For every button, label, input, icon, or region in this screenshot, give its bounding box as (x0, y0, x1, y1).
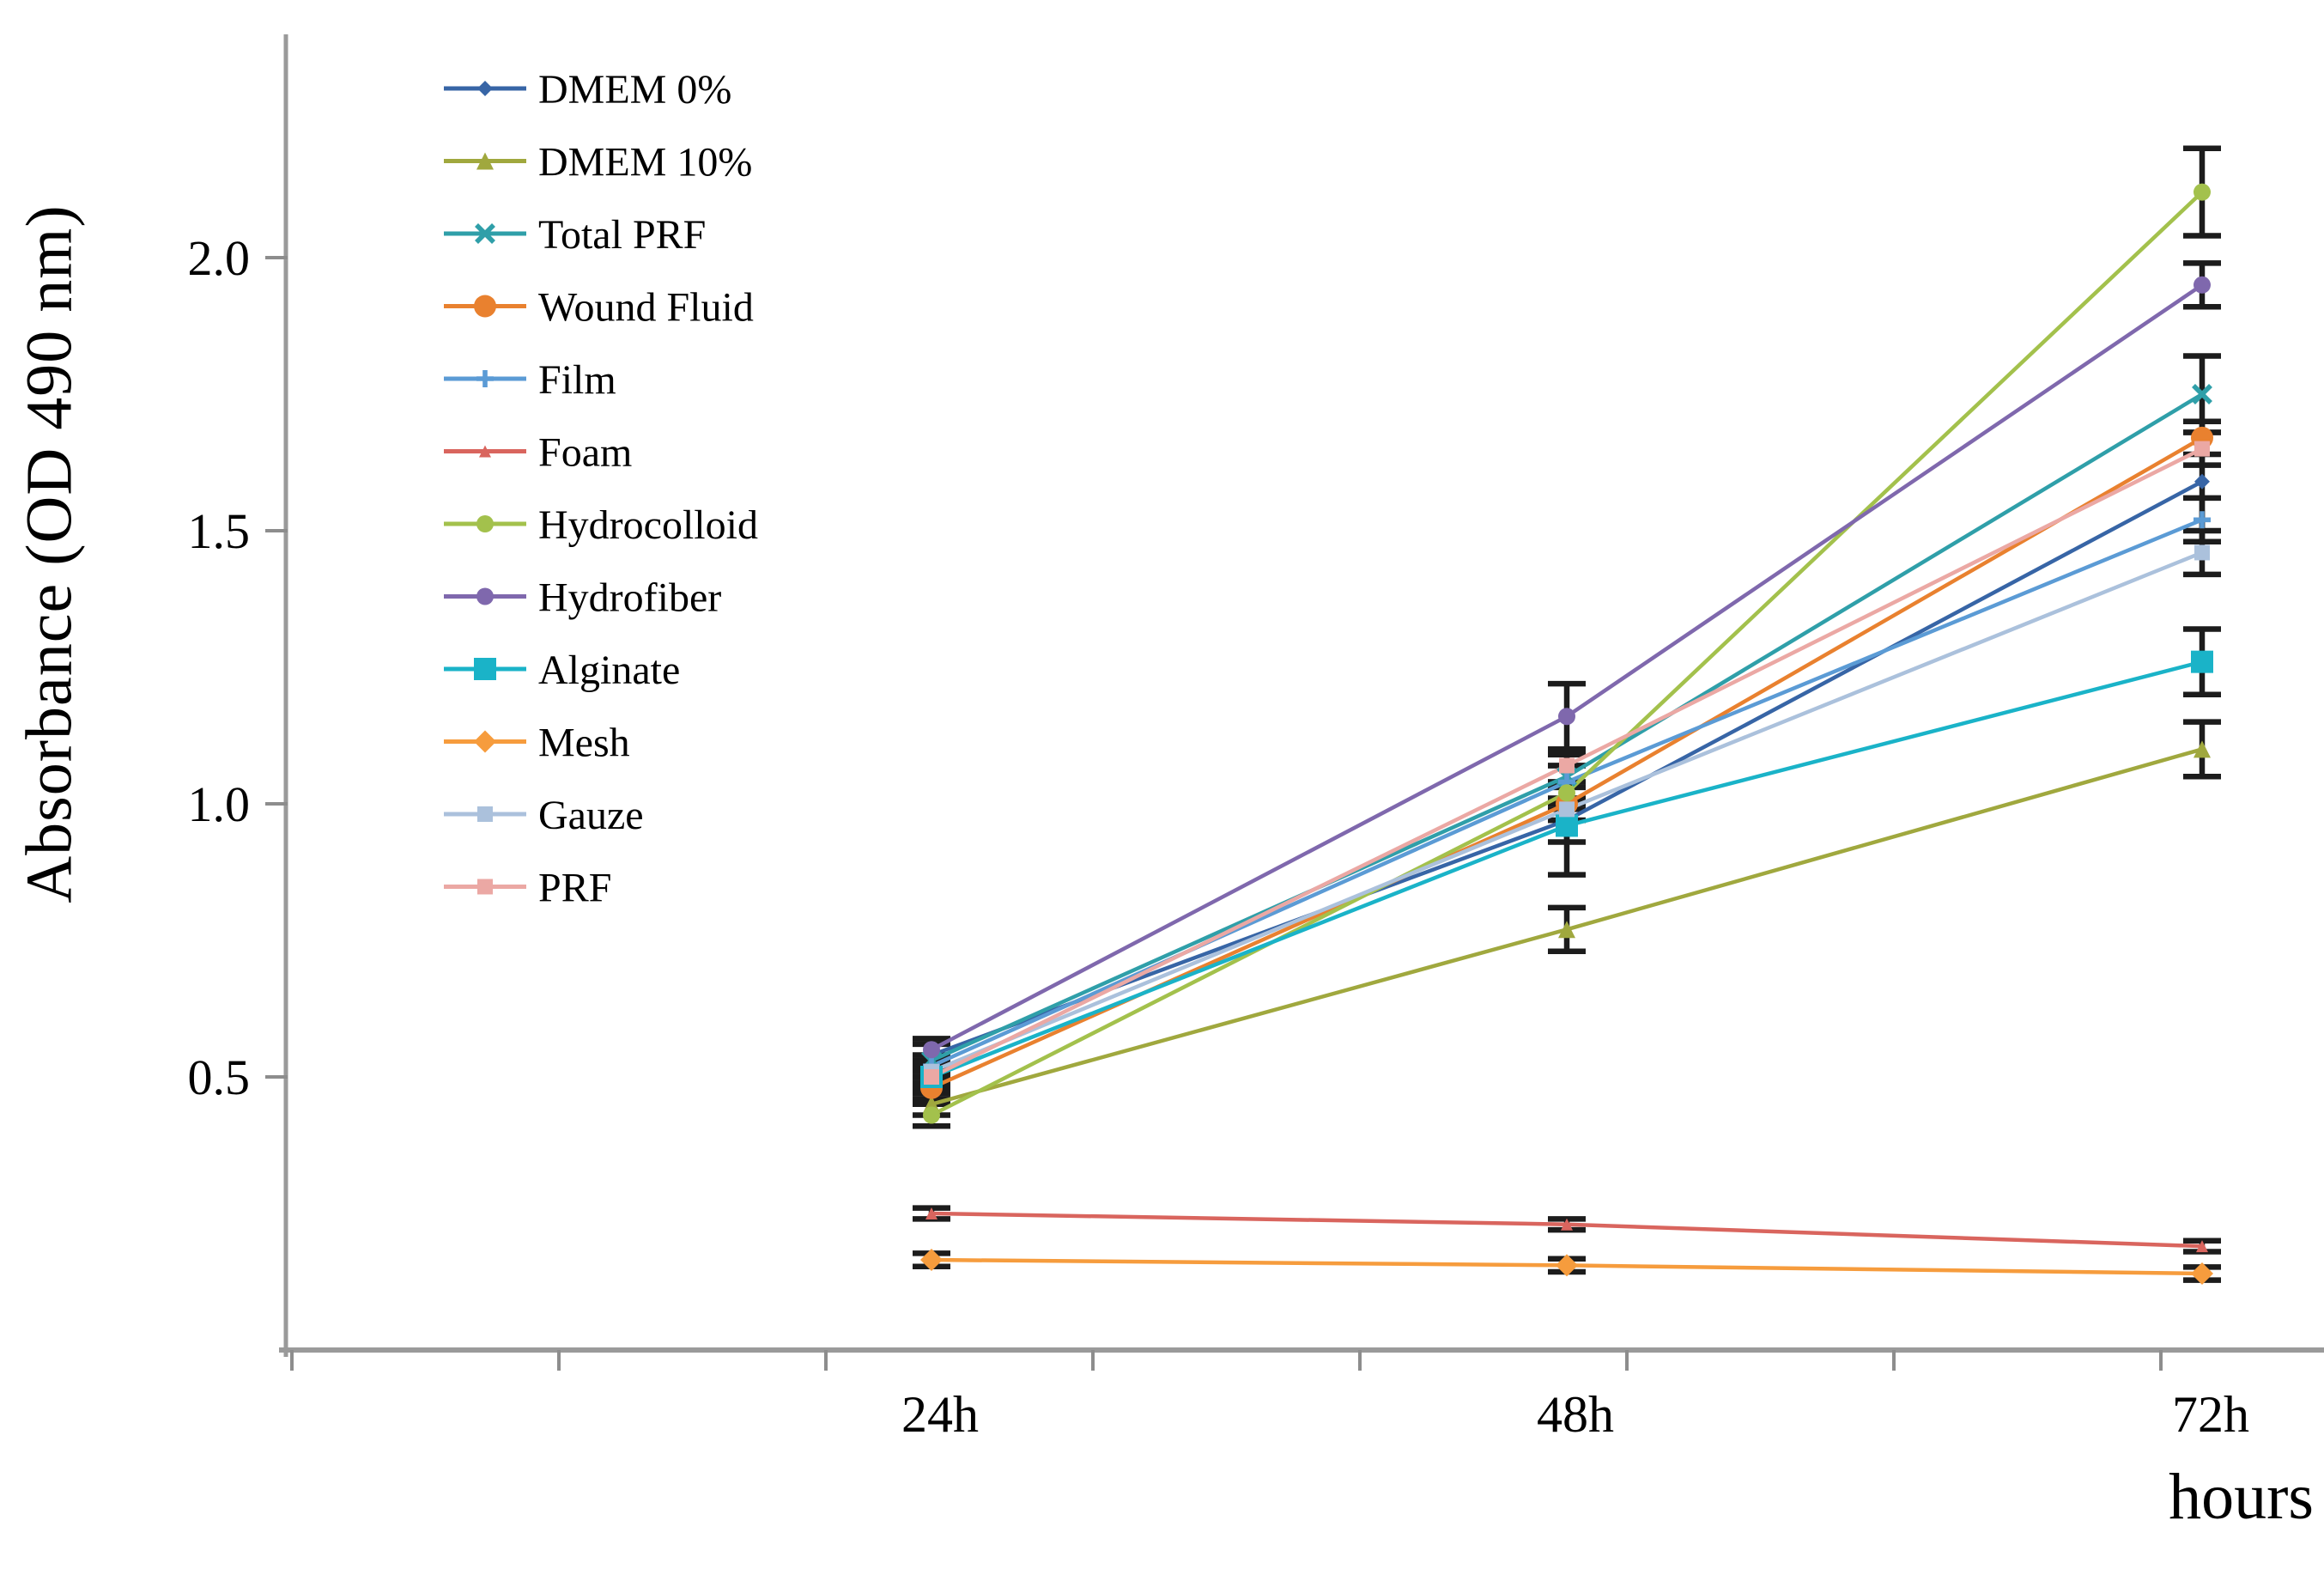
series-marker-hydrofiber (923, 1041, 940, 1059)
legend-marker-foam (479, 445, 491, 458)
series-marker-foam (2196, 1240, 2208, 1253)
series-marker-prf (924, 1069, 939, 1085)
series-marker-dmem-10 (1558, 921, 1575, 939)
y-tick-label: 2.0 (188, 230, 251, 286)
legend-label-hydrocolloid: Hydrocolloid (538, 502, 758, 548)
series-marker-dmem-10 (2194, 740, 2211, 758)
legend-label-total-prf: Total PRF (538, 212, 706, 258)
series-marker-total-prf (2192, 384, 2212, 404)
legend-label-film: Film (538, 357, 616, 403)
y-tick-label: 1.5 (188, 503, 251, 559)
series-marker-gauze (1559, 801, 1575, 818)
y-tick-label: 0.5 (188, 1049, 251, 1105)
legend-label-alginate: Alginate (538, 648, 680, 693)
legend-label-dmem-0: DMEM 0% (538, 67, 731, 113)
x-category-label: 72h (2172, 1386, 2249, 1443)
series-marker-foam (925, 1207, 937, 1219)
series-marker-mesh (920, 1249, 943, 1272)
series-marker-mesh (1556, 1254, 1578, 1277)
series-marker-prf (2194, 441, 2210, 457)
legend-marker-dmem-0 (477, 81, 493, 96)
legend-marker-film (476, 370, 494, 387)
series-marker-gauze (2194, 544, 2210, 561)
series-marker-alginate (2191, 650, 2213, 673)
legend-label-prf: PRF (538, 866, 611, 911)
series-marker-mesh (2191, 1262, 2213, 1285)
series-marker-prf (1559, 757, 1575, 774)
series-marker-dmem-0 (2194, 473, 2210, 490)
x-category-label: 48h (1537, 1386, 1614, 1443)
legend-marker-total-prf (475, 223, 495, 244)
legend-label-wound-fluid: Wound Fluid (538, 285, 754, 331)
legend-marker-mesh (474, 730, 496, 753)
x-category-label: 24h (901, 1386, 979, 1443)
legend-marker-alginate (474, 658, 496, 680)
legend-label-hydrofiber: Hydrofiber (538, 575, 721, 621)
legend-marker-hydrocolloid (476, 515, 494, 532)
series-marker-hydrofiber (2194, 276, 2211, 294)
series-marker-hydrocolloid (923, 1106, 940, 1124)
legend-marker-gauze (477, 806, 493, 822)
series-marker-hydrocolloid (2194, 183, 2211, 201)
legend-marker-hydrofiber (476, 587, 494, 605)
series-marker-film (2194, 511, 2211, 529)
legend-label-foam: Foam (538, 430, 632, 476)
y-tick-label: 1.0 (188, 776, 251, 832)
y-axis-label: Absorbance (OD 490 nm) (13, 204, 86, 903)
legend-label-dmem-10: DMEM 10% (538, 140, 752, 185)
series-marker-hydrofiber (1558, 708, 1575, 726)
legend-marker-wound-fluid (474, 295, 496, 318)
legend-marker-dmem-10 (476, 152, 494, 170)
legend-label-mesh: Mesh (538, 721, 630, 766)
legend-marker-prf (477, 879, 493, 895)
legend-label-gauze: Gauze (538, 793, 644, 838)
x-axis-label: hours (2169, 1461, 2314, 1533)
series-marker-hydrocolloid (1558, 784, 1575, 802)
series-marker-alginate (1556, 814, 1578, 837)
series-marker-foam (1561, 1218, 1573, 1231)
